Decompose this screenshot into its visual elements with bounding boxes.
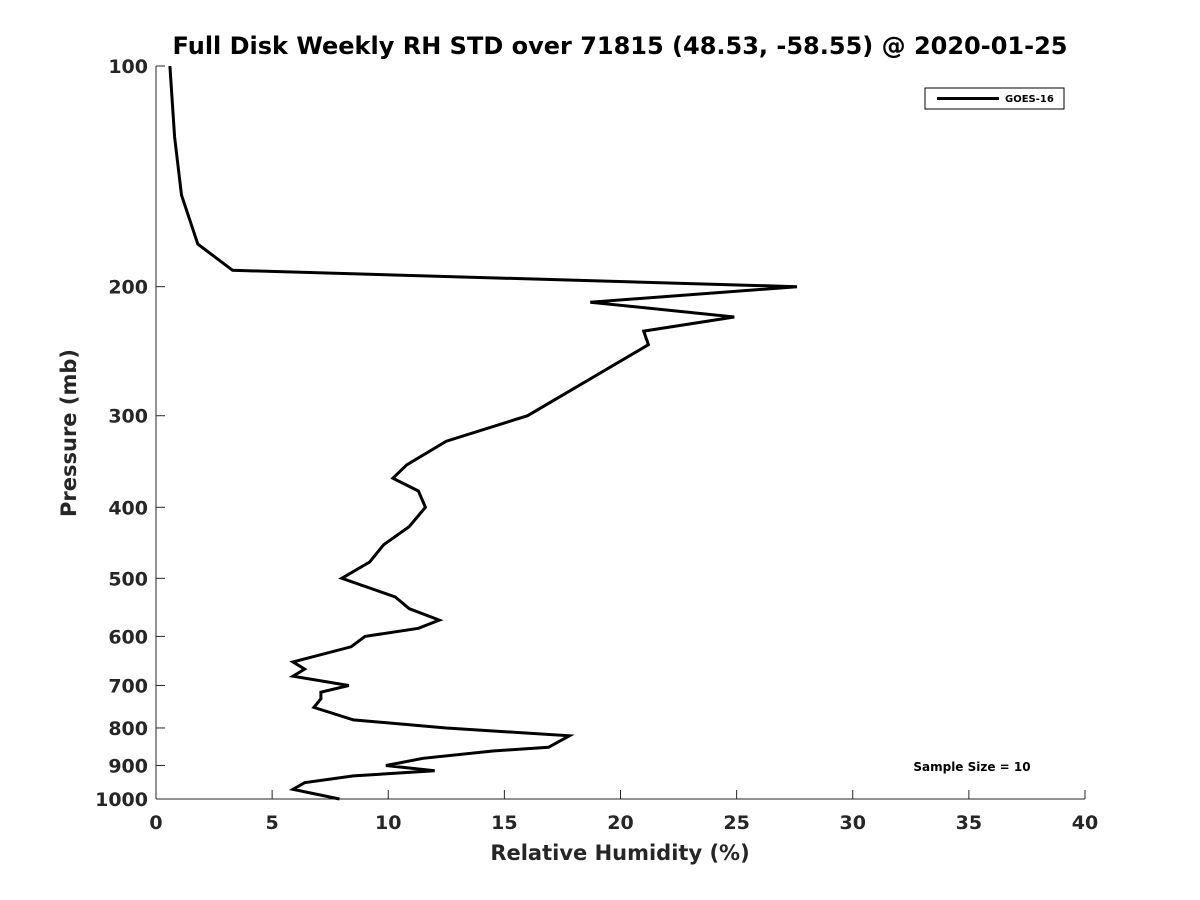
y-tick-label: 800 [108,718,148,740]
x-tick-label: 20 [607,812,633,834]
x-tick-label: 25 [723,812,749,834]
x-axis-label: Relative Humidity (%) [490,841,749,865]
y-tick-label: 200 [108,277,148,299]
series-layer [168,65,798,801]
y-tick-label: 700 [108,675,148,697]
y-tick-label: 500 [108,568,148,590]
y-tick-label: 1000 [95,789,148,811]
axes: 0 5 10 15 20 25 30 35 40 100 200 300 400 500 600 700 800… [95,56,1098,834]
x-tick-label: 0 [149,812,162,834]
legend: GOES-16 [924,87,1065,110]
x-tick-label: 15 [491,812,517,834]
series-line-goes-16 [168,65,798,801]
y-tick-label: 100 [108,56,148,78]
x-tick-label: 5 [266,812,279,834]
y-tick-label: 900 [108,755,148,777]
x-tick-label: 10 [375,812,401,834]
y-tick-label: 600 [108,626,148,648]
x-tick-label: 30 [840,812,866,834]
sample-size-annotation: Sample Size = 10 [913,760,1030,774]
legend-label-goes-16: GOES-16 [1005,94,1054,105]
y-axis-label: Pressure (mb) [57,349,81,517]
y-tick-label: 300 [108,406,148,428]
chart-title: Full Disk Weekly RH STD over 71815 (48.5… [173,32,1068,60]
y-tick-label: 400 [108,497,148,519]
x-tick-label: 35 [956,812,982,834]
x-tick-label: 40 [1072,812,1098,834]
